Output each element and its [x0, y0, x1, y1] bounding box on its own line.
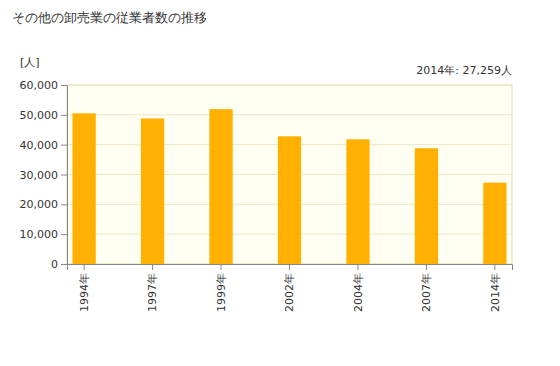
x-tick-mark: [221, 264, 222, 270]
y-tick-mark: [61, 204, 67, 205]
x-tick-label: 2002年: [283, 273, 296, 312]
bar: [483, 183, 506, 264]
y-tick-label: 60,000: [20, 79, 59, 92]
plot: 0 10,000 20,000 30,000 40,000 50,000 60,000 199…: [20, 79, 513, 312]
grid-line: [67, 85, 512, 86]
chart: その他の卸売業の従業者数の推移 [人] 2014年: 27,259人 0 10,000 2…: [0, 0, 560, 366]
x-tick-mark: [494, 264, 495, 270]
y-tick-label: 0: [51, 258, 58, 271]
y-tick-label: 40,000: [20, 139, 59, 152]
x-tick-label: 2007年: [420, 273, 433, 312]
bar: [415, 148, 438, 264]
x-tick-mark: [289, 264, 290, 270]
plot-background: [67, 85, 512, 264]
y-tick-label: 50,000: [20, 109, 59, 122]
title: その他の卸売業の従業者数の推移: [12, 10, 207, 25]
y-tick: 50,000: [20, 109, 68, 122]
x-tick: 2014年: [489, 264, 502, 312]
x-tick: 1994年: [78, 264, 91, 312]
bar: [346, 139, 369, 264]
x-tick-mark: [357, 264, 358, 270]
y-tick: 0: [51, 258, 67, 271]
x-tick-mark: [84, 264, 85, 270]
x-tick-label: 1999年: [215, 273, 228, 312]
x-tick-label: 1997年: [146, 273, 159, 312]
y-tick-label: 30,000: [20, 169, 59, 182]
y-tick-mark: [61, 264, 67, 265]
x-tick: 2004年: [352, 264, 365, 312]
x-axis-line: [68, 265, 513, 271]
x-tick-mark: [426, 264, 427, 270]
bar: [141, 118, 164, 264]
bar: [209, 109, 232, 264]
y-tick-label: 10,000: [20, 228, 59, 241]
bars: [72, 109, 506, 264]
y-tick: 40,000: [20, 139, 68, 152]
x-tick: 1999年: [215, 264, 228, 312]
y-axis: 0 10,000 20,000 30,000 40,000 50,000 60,000: [20, 79, 68, 271]
x-tick: 1997年: [146, 264, 159, 312]
grid-line: [67, 114, 512, 115]
annotation: 2014年: 27,259人: [416, 64, 512, 77]
x-tick-mark: [152, 264, 153, 270]
y-tick-mark: [61, 145, 67, 146]
x-tick: 2002年: [283, 264, 296, 312]
bar: [72, 113, 95, 264]
x-axis: 1994年 1997年 1999年 2002年 2004年 2007年 2014年: [68, 264, 513, 312]
y-tick: 10,000: [20, 228, 68, 241]
x-tick-label: 2014年: [489, 273, 502, 312]
x-tick-label: 1994年: [78, 273, 91, 312]
x-tick-label: 2004年: [352, 273, 365, 312]
y-tick-mark: [61, 115, 67, 116]
y-tick-mark: [61, 234, 67, 235]
y-tick: 20,000: [20, 198, 68, 211]
y-tick-label: 20,000: [20, 198, 59, 211]
grid: [67, 85, 512, 264]
y-tick: 60,000: [20, 79, 68, 92]
y-tick-mark: [61, 175, 67, 176]
y-axis-line: [67, 86, 68, 265]
y-axis-label: [人]: [20, 56, 40, 69]
bar: [278, 136, 301, 264]
x-tick: 2007年: [420, 264, 433, 312]
y-tick-mark: [61, 85, 67, 86]
y-tick: 30,000: [20, 169, 68, 182]
